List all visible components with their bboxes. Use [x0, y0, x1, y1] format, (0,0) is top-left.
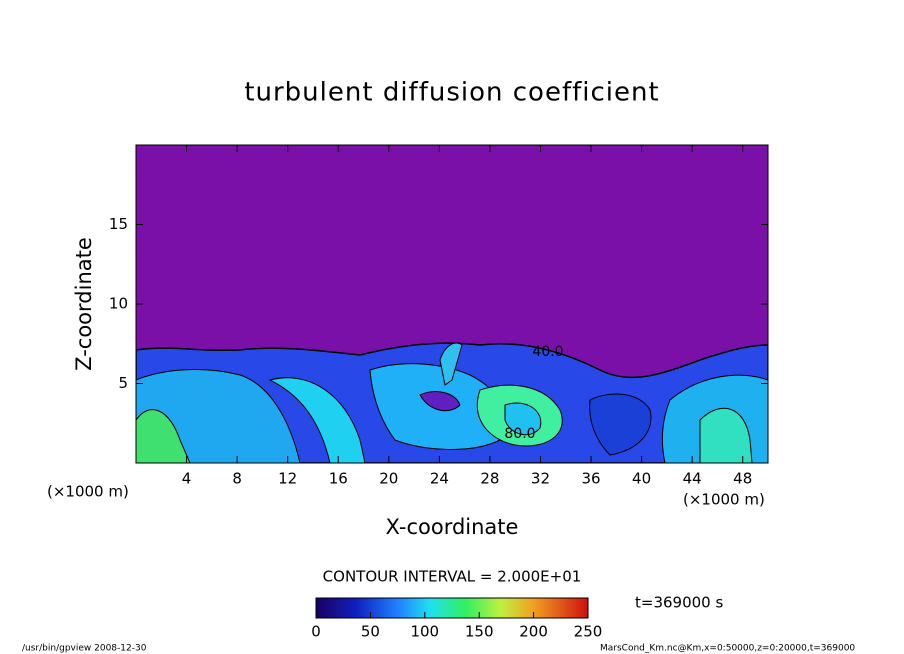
colorbar-tick-label: 0 [311, 623, 321, 641]
y-tick-label: 15 [109, 215, 128, 233]
x-tick-label: 36 [581, 470, 600, 488]
footer-left: /usr/bin/gpview 2008-12-30 [22, 644, 147, 654]
y-tick-label: 10 [109, 295, 128, 313]
x-tick-label: 20 [379, 470, 398, 488]
x-unit-label: (×1000 m) [683, 491, 765, 509]
chart-title: turbulent diffusion coefficient [244, 78, 659, 108]
time-label: t=369000 s [635, 594, 723, 612]
y-axis-label: Z-coordinate [72, 237, 96, 371]
x-tick-label: 28 [480, 470, 499, 488]
y-tick-label: 5 [118, 374, 128, 392]
footer-right: MarsCond_Km.nc@Km,x=0:50000,z=0:20000,t=… [600, 644, 855, 654]
x-tick-label: 16 [329, 470, 348, 488]
x-tick-label: 8 [232, 470, 242, 488]
contour-label: 40.0 [532, 344, 563, 360]
x-tick-label: 32 [531, 470, 550, 488]
colorbar-tick-label: 100 [410, 623, 439, 641]
x-unit-label: (×1000 m) [47, 483, 129, 501]
colorbar-tick-label: 150 [465, 623, 494, 641]
x-tick-label: 24 [430, 470, 449, 488]
x-tick-label: 44 [683, 470, 702, 488]
x-tick-label: 12 [278, 470, 297, 488]
colorbar-tick-label: 50 [361, 623, 380, 641]
colorbar-tick-label: 200 [519, 623, 548, 641]
x-axis-label: X-coordinate [386, 515, 519, 539]
x-tick-label: 48 [733, 470, 752, 488]
colorbar [315, 597, 589, 619]
colorbar-tick-label: 250 [574, 623, 603, 641]
x-tick-label: 40 [632, 470, 651, 488]
contour-field [136, 145, 768, 463]
contour-label: 80.0 [504, 426, 535, 442]
contour-interval: CONTOUR INTERVAL = 2.000E+01 [323, 568, 582, 586]
x-tick-label: 4 [182, 470, 192, 488]
